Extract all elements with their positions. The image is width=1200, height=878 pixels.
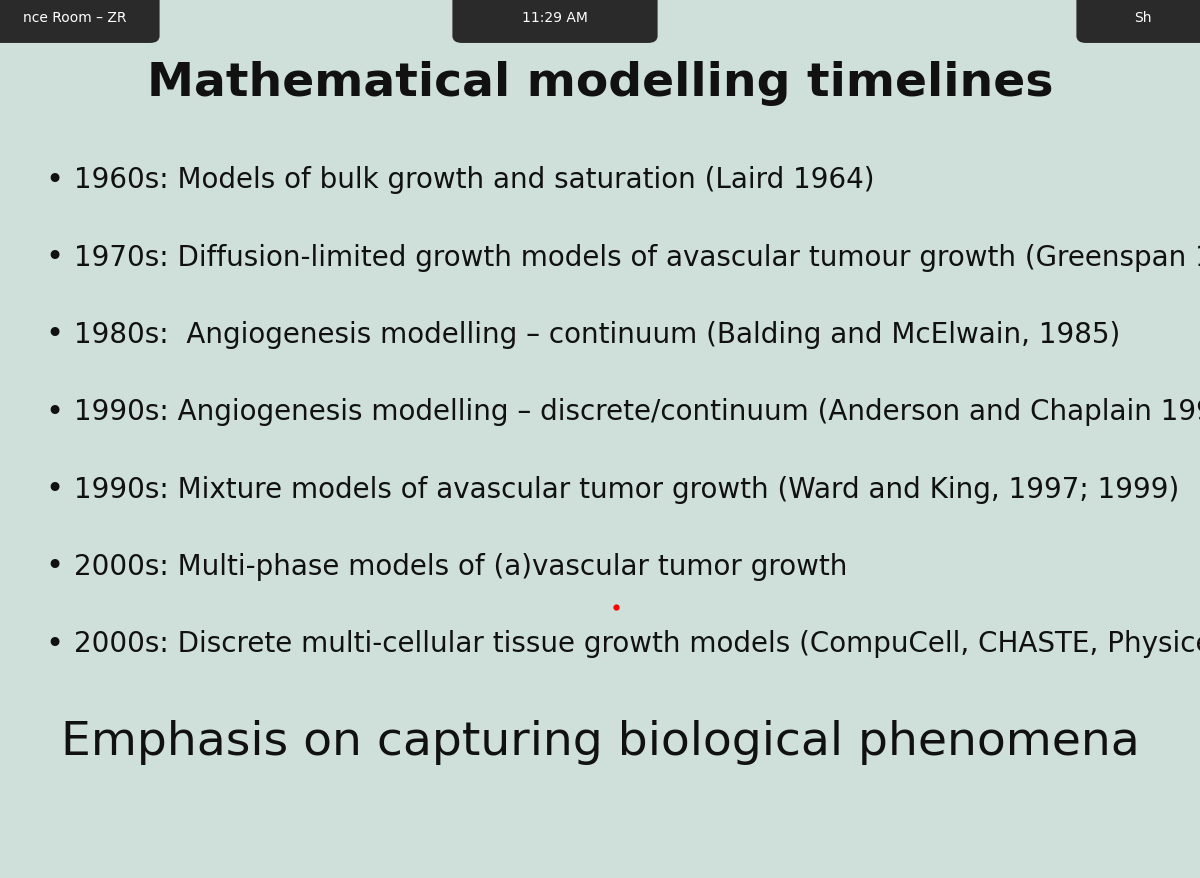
- Text: •: •: [44, 320, 64, 349]
- Text: 11:29 AM: 11:29 AM: [522, 11, 588, 25]
- Text: •: •: [44, 398, 64, 426]
- Text: •: •: [44, 243, 64, 271]
- Text: Emphasis on capturing biological phenomena: Emphasis on capturing biological phenome…: [61, 719, 1139, 765]
- Text: 2000s: Multi-phase models of (a)vascular tumor growth: 2000s: Multi-phase models of (a)vascular…: [74, 552, 847, 580]
- Text: nce Room – ZR: nce Room – ZR: [23, 11, 127, 25]
- Text: 1980s:  Angiogenesis modelling – continuum (Balding and McElwain, 1985): 1980s: Angiogenesis modelling – continuu…: [74, 320, 1121, 349]
- Text: 1990s: Angiogenesis modelling – discrete/continuum (Anderson and Chaplain 1998): 1990s: Angiogenesis modelling – discrete…: [74, 398, 1200, 426]
- Text: Mathematical modelling timelines: Mathematical modelling timelines: [146, 61, 1054, 106]
- Text: •: •: [44, 475, 64, 503]
- Text: 2000s: Discrete multi-cellular tissue growth models (CompuCell, CHASTE, Physicel: 2000s: Discrete multi-cellular tissue gr…: [74, 630, 1200, 658]
- Text: •: •: [44, 166, 64, 194]
- Text: 1960s: Models of bulk growth and saturation (Laird 1964): 1960s: Models of bulk growth and saturat…: [74, 166, 875, 194]
- Text: Sh: Sh: [1134, 11, 1152, 25]
- Text: •: •: [44, 552, 64, 580]
- Text: 1990s: Mixture models of avascular tumor growth (Ward and King, 1997; 1999): 1990s: Mixture models of avascular tumor…: [74, 475, 1180, 503]
- Text: •: •: [44, 630, 64, 658]
- Text: 1970s: Diffusion-limited growth models of avascular tumour growth (Greenspan 197: 1970s: Diffusion-limited growth models o…: [74, 243, 1200, 271]
